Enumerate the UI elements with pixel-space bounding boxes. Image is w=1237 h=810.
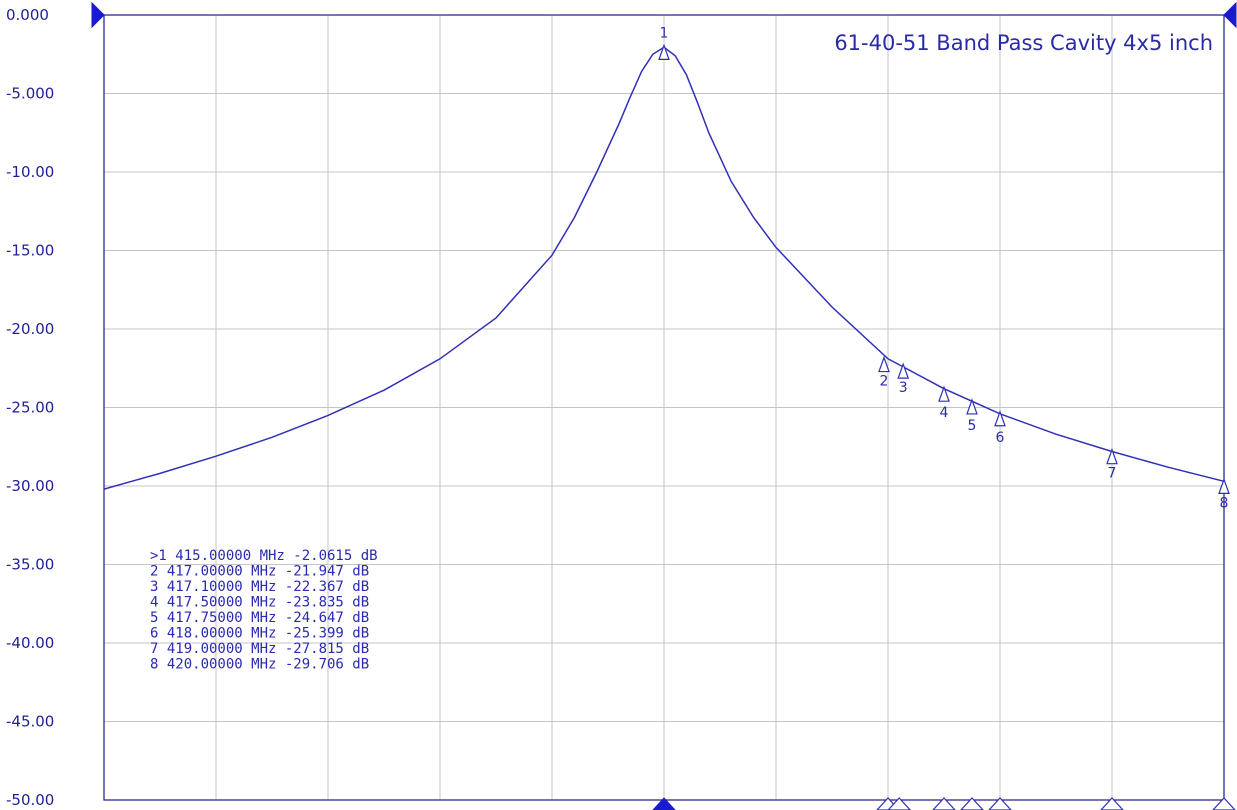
y-tick-label: 0.000 xyxy=(6,6,49,24)
edge-indicators xyxy=(91,1,1237,810)
bottom-marker-8-icon xyxy=(1212,797,1236,810)
marker-2-icon xyxy=(878,355,890,373)
marker-3-icon xyxy=(897,362,910,379)
marker-4-icon xyxy=(938,385,950,402)
marker-3-label: 3 xyxy=(899,380,908,396)
marker-6-label: 6 xyxy=(996,430,1005,446)
marker-1-label: 1 xyxy=(660,25,669,41)
marker-7-icon xyxy=(1106,447,1118,465)
grid xyxy=(104,15,1224,800)
y-tick-label: -5.000 xyxy=(6,85,54,103)
chart-title: 61-40-51 Band Pass Cavity 4x5 inch xyxy=(834,31,1213,55)
marker-table-row: 6 418.00000 MHz -25.399 dB xyxy=(150,626,369,642)
marker-5-icon xyxy=(966,398,978,415)
marker-7-label: 7 xyxy=(1108,466,1117,482)
marker-table-row: 5 417.75000 MHz -24.647 dB xyxy=(150,610,369,626)
marker-2-label: 2 xyxy=(880,374,889,390)
y-tick-label: -30.00 xyxy=(6,477,54,495)
marker-4-label: 4 xyxy=(940,405,949,421)
y-tick-label: -20.00 xyxy=(6,320,54,338)
marker-6-icon xyxy=(994,409,1006,427)
marker-5-label: 5 xyxy=(968,418,977,434)
marker-1-icon xyxy=(658,43,670,60)
marker-table-row: 2 417.00000 MHz -21.947 dB xyxy=(150,564,369,580)
bottom-marker-3-icon xyxy=(887,797,912,810)
y-tick-label: -10.00 xyxy=(6,163,54,181)
reference-right-icon xyxy=(1223,1,1237,29)
y-tick-label: -40.00 xyxy=(6,634,54,652)
y-tick-label: -15.00 xyxy=(6,242,54,260)
marker-table-row: 7 419.00000 MHz -27.815 dB xyxy=(150,641,369,657)
marker-table-row: 4 417.50000 MHz -23.835 dB xyxy=(150,595,369,611)
y-tick-label: -35.00 xyxy=(6,556,54,574)
y-tick-label: -50.00 xyxy=(6,791,54,809)
reference-left-icon xyxy=(91,1,105,29)
marker-8-label: 8 xyxy=(1220,495,1229,511)
marker-table-row: >1 415.00000 MHz -2.0615 dB xyxy=(150,548,378,564)
bottom-marker-4-icon xyxy=(932,797,956,810)
marker-table-row: 3 417.10000 MHz -22.367 dB xyxy=(150,579,369,595)
marker-table-row: 8 420.00000 MHz -29.706 dB xyxy=(150,657,369,673)
marker-table: >1 415.00000 MHz -2.0615 dB2 417.00000 M… xyxy=(150,548,378,673)
marker-8-icon xyxy=(1218,477,1230,494)
y-axis-ticks: 0.000 -5.000 -10.00 -15.00 -20.00 -25.00 -30.0… xyxy=(6,6,54,809)
bottom-marker-6-icon xyxy=(988,797,1012,810)
bottom-marker-7-icon xyxy=(1100,797,1124,810)
y-tick-label: -25.00 xyxy=(6,399,54,417)
bottom-marker-1-icon xyxy=(652,797,676,810)
bottom-marker-5-icon xyxy=(960,797,984,810)
y-tick-label: -45.00 xyxy=(6,713,54,731)
